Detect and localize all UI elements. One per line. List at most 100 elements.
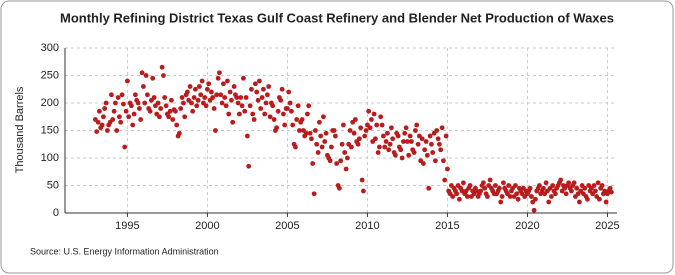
data-point xyxy=(285,106,290,111)
data-point xyxy=(222,95,228,100)
data-point xyxy=(563,191,569,197)
data-point xyxy=(361,188,366,194)
data-point xyxy=(157,114,162,120)
data-point xyxy=(402,130,408,136)
data-point xyxy=(249,86,254,92)
data-point xyxy=(219,100,225,106)
data-point xyxy=(251,117,257,122)
data-point xyxy=(339,141,345,147)
data-point xyxy=(411,150,417,155)
data-point xyxy=(357,136,362,142)
data-point xyxy=(421,161,426,166)
data-point xyxy=(241,75,246,81)
data-point xyxy=(423,139,429,144)
data-point xyxy=(305,111,310,117)
data-point xyxy=(438,147,444,153)
data-point xyxy=(334,161,340,166)
data-point xyxy=(569,188,574,194)
data-point xyxy=(498,199,504,205)
data-point xyxy=(199,78,205,84)
data-point xyxy=(166,114,172,120)
data-point xyxy=(351,130,357,136)
data-point xyxy=(141,84,146,89)
data-point xyxy=(481,180,486,186)
data-point xyxy=(398,147,404,153)
data-point xyxy=(371,111,377,117)
data-point xyxy=(113,100,118,106)
data-point xyxy=(445,166,450,172)
data-point xyxy=(250,111,256,117)
data-point xyxy=(386,147,392,153)
data-point xyxy=(234,95,240,100)
data-point xyxy=(170,117,176,122)
data-point xyxy=(267,114,273,120)
x-tick-label: 2015 xyxy=(435,220,459,232)
data-point xyxy=(138,117,144,122)
data-point xyxy=(527,185,533,191)
y-tick-label: 150 xyxy=(41,124,59,136)
data-point xyxy=(271,117,277,122)
data-point xyxy=(121,101,126,107)
data-point xyxy=(549,194,554,199)
data-point xyxy=(435,136,441,142)
data-point xyxy=(362,133,368,139)
data-point xyxy=(485,194,490,199)
data-point xyxy=(310,161,316,166)
data-point xyxy=(317,119,322,125)
data-point xyxy=(506,183,512,188)
data-point xyxy=(191,95,197,100)
data-point xyxy=(235,100,241,106)
data-point xyxy=(409,139,414,144)
data-point xyxy=(382,144,388,150)
data-point xyxy=(247,103,253,109)
data-point xyxy=(497,185,502,191)
data-point xyxy=(533,196,538,202)
data-point xyxy=(571,180,577,186)
data-point xyxy=(378,114,384,120)
data-point xyxy=(499,194,505,199)
data-point xyxy=(173,108,178,114)
data-point xyxy=(255,97,261,103)
data-point xyxy=(319,144,325,150)
data-point xyxy=(133,92,138,98)
data-point xyxy=(307,130,313,136)
data-point xyxy=(318,133,324,139)
data-point xyxy=(347,128,353,133)
data-point xyxy=(214,92,220,98)
data-point xyxy=(130,122,136,128)
data-point xyxy=(299,117,305,122)
y-tick-label: 50 xyxy=(47,179,59,191)
y-tick-label: 0 xyxy=(53,207,59,219)
data-point xyxy=(206,81,212,87)
data-point xyxy=(193,86,198,92)
data-point xyxy=(353,117,358,122)
data-point xyxy=(174,122,180,128)
data-point xyxy=(99,122,105,128)
data-point xyxy=(403,125,409,131)
data-point xyxy=(225,78,230,84)
data-point xyxy=(313,128,318,133)
data-point xyxy=(254,89,260,95)
data-point xyxy=(211,106,217,111)
data-point xyxy=(143,73,149,78)
data-point xyxy=(306,103,312,109)
data-point xyxy=(115,95,121,100)
data-point xyxy=(314,141,320,147)
data-point xyxy=(493,183,498,188)
data-point xyxy=(122,144,128,150)
data-point xyxy=(441,158,446,164)
data-point xyxy=(363,128,369,133)
data-point xyxy=(329,144,334,150)
data-point xyxy=(413,128,418,133)
data-point xyxy=(337,185,342,191)
data-point xyxy=(443,133,449,139)
data-point xyxy=(289,108,294,114)
data-point xyxy=(242,108,248,114)
data-point xyxy=(507,194,513,199)
data-point xyxy=(265,92,270,98)
data-point xyxy=(574,185,580,191)
chart-title: Monthly Refining District Texas Gulf Coa… xyxy=(60,10,614,25)
data-point xyxy=(189,100,194,106)
data-point xyxy=(286,89,292,95)
data-point xyxy=(218,92,224,98)
